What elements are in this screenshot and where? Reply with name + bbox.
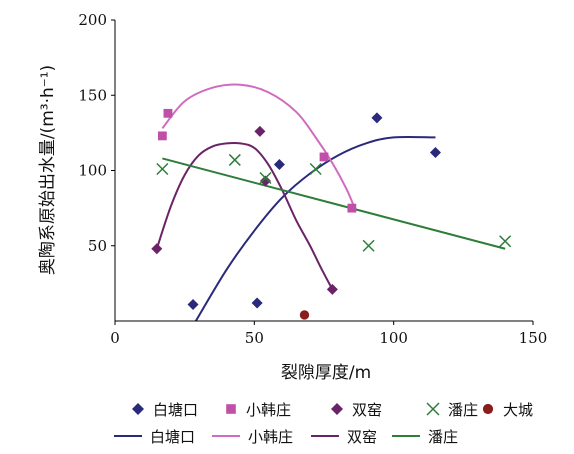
legend-marker bbox=[226, 404, 236, 414]
y-tick-label: 100 bbox=[78, 162, 107, 180]
data-point bbox=[157, 131, 167, 141]
legend-label: 潘庄 bbox=[428, 428, 458, 446]
legend-label: 白塘口 bbox=[153, 401, 198, 419]
x-tick-label: 0 bbox=[110, 329, 120, 347]
plot-points bbox=[151, 108, 512, 320]
ticks: 0 50 100 150 50 100 150 200 bbox=[78, 11, 547, 347]
x-tick-label: 100 bbox=[379, 329, 408, 347]
data-point bbox=[151, 243, 163, 255]
data-point-stroke-b bbox=[156, 162, 169, 176]
trend-line bbox=[162, 157, 506, 250]
legend-label: 双窑 bbox=[347, 428, 377, 446]
x-axis-title: 裂隙厚度/m bbox=[281, 363, 371, 383]
data-point bbox=[259, 175, 271, 187]
legend-label: 大城 bbox=[503, 401, 533, 419]
data-point bbox=[371, 112, 383, 124]
data-point bbox=[499, 235, 512, 248]
data-point bbox=[429, 146, 441, 158]
legend-label: 小韩庄 bbox=[248, 428, 293, 446]
data-point bbox=[251, 297, 263, 309]
data-point-stroke-b bbox=[228, 153, 241, 166]
data-point-stroke-b bbox=[362, 239, 375, 252]
data-point bbox=[299, 310, 310, 320]
legend-marker bbox=[426, 402, 440, 416]
data-point bbox=[309, 162, 322, 176]
data-point bbox=[259, 171, 272, 185]
trend-line bbox=[155, 141, 334, 290]
x-tick-label: 150 bbox=[519, 329, 548, 347]
data-point-stroke-b bbox=[259, 171, 272, 185]
legend-label: 小韩庄 bbox=[246, 401, 291, 419]
legend-label: 潘庄 bbox=[448, 401, 478, 419]
legend-label: 双窑 bbox=[352, 401, 382, 419]
data-point bbox=[228, 153, 241, 166]
data-point bbox=[163, 108, 173, 118]
data-point bbox=[319, 152, 329, 162]
legend-label: 白塘口 bbox=[150, 428, 195, 446]
data-point bbox=[273, 158, 285, 170]
y-tick-label: 150 bbox=[78, 86, 107, 104]
data-point bbox=[156, 162, 169, 176]
y-axis-title: 奥陶系原始出水量/(m³·h⁻¹) bbox=[38, 65, 58, 275]
legend-marker bbox=[482, 403, 494, 415]
x-tick-label: 50 bbox=[245, 329, 264, 347]
data-point bbox=[362, 239, 375, 252]
data-point-stroke-b bbox=[309, 162, 322, 176]
data-point bbox=[326, 283, 338, 295]
data-point bbox=[347, 203, 357, 213]
legend-marker bbox=[132, 403, 144, 415]
axes bbox=[114, 20, 533, 322]
trend-line bbox=[194, 135, 436, 322]
legend-marker-stroke-b bbox=[426, 402, 440, 416]
data-point bbox=[187, 298, 199, 310]
trend-line bbox=[161, 83, 356, 209]
y-tick-label: 50 bbox=[88, 237, 107, 255]
data-point bbox=[254, 125, 266, 137]
legend-marker bbox=[331, 403, 343, 415]
data-point-stroke-b bbox=[499, 235, 512, 248]
y-tick-label: 200 bbox=[78, 11, 107, 29]
